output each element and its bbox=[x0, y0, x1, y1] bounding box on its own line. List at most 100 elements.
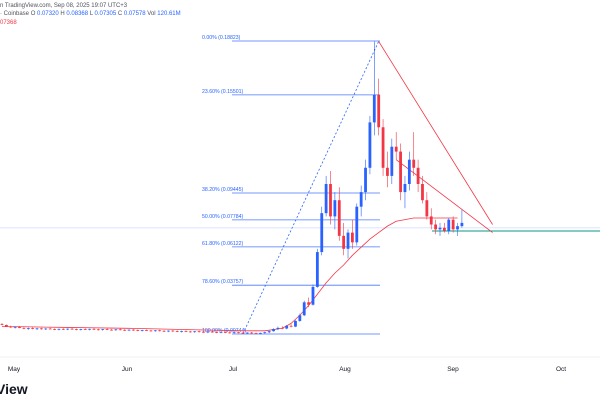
candle-body-85 bbox=[372, 94, 376, 123]
trendline-1 bbox=[395, 159, 493, 233]
candle-body-99 bbox=[434, 224, 438, 230]
candle-body-89 bbox=[390, 146, 394, 176]
ohlc-part-3: H bbox=[60, 11, 67, 17]
candle-body-98 bbox=[429, 216, 433, 225]
candle-body-57 bbox=[250, 332, 254, 334]
candle-body-41 bbox=[180, 330, 183, 332]
x-tick-label-4: Sep bbox=[447, 366, 459, 373]
candle-body-91 bbox=[399, 151, 402, 193]
candle-body-7 bbox=[31, 328, 35, 329]
candle-body-34 bbox=[149, 330, 153, 332]
candle-body-96 bbox=[421, 183, 424, 201]
candle-body-10 bbox=[44, 328, 48, 330]
candle-body-95 bbox=[416, 167, 420, 184]
candle-body-49 bbox=[215, 332, 219, 333]
candle-body-29 bbox=[127, 329, 131, 331]
candle-body-68 bbox=[298, 315, 302, 321]
candle-body-81 bbox=[355, 206, 359, 243]
candle-body-92 bbox=[403, 183, 407, 193]
candle-body-66 bbox=[289, 325, 293, 327]
candle-body-105 bbox=[460, 222, 464, 227]
chart-header-title: n TradingView.com, Sep 08, 2025 19:07 UT… bbox=[0, 3, 127, 9]
candle-body-22 bbox=[96, 329, 100, 331]
candle-body-24 bbox=[105, 329, 109, 331]
ohlc-part-6: 0.07305 bbox=[94, 11, 118, 17]
candle-body-76 bbox=[333, 200, 337, 217]
candle-body-88 bbox=[386, 167, 389, 176]
candle-body-86 bbox=[377, 94, 381, 128]
ohlc-part-9: Vol bbox=[147, 11, 158, 17]
candle-body-26 bbox=[114, 329, 118, 331]
moving-average-line bbox=[1, 217, 458, 332]
ohlc-part-2: 0.07320 bbox=[37, 11, 61, 17]
candle-body-63 bbox=[276, 327, 280, 330]
candle-body-67 bbox=[294, 320, 297, 327]
candle-body-55 bbox=[241, 332, 245, 334]
candle-body-90 bbox=[394, 146, 398, 152]
candle-body-83 bbox=[364, 167, 367, 193]
candle-body-36 bbox=[158, 330, 162, 332]
fib-label-0: 0.00% (0.18823) bbox=[202, 35, 241, 41]
x-tick-label-2: Jul bbox=[229, 366, 238, 373]
candle-body-38 bbox=[167, 330, 170, 332]
candle-body-30 bbox=[132, 329, 135, 331]
candle-body-8 bbox=[35, 328, 39, 330]
candle-body-62 bbox=[272, 329, 275, 332]
candle-body-60 bbox=[263, 332, 267, 334]
candle-body-82 bbox=[359, 192, 363, 207]
candle-body-53 bbox=[232, 332, 236, 334]
candle-body-37 bbox=[162, 330, 166, 332]
candle-body-93 bbox=[407, 159, 411, 184]
ohlc-part-0: · Coinbase bbox=[0, 11, 31, 17]
candle-body-73 bbox=[320, 213, 324, 253]
candle-body-65 bbox=[285, 325, 289, 329]
candle-body-50 bbox=[219, 331, 223, 333]
candle-body-64 bbox=[280, 327, 284, 329]
candle-body-31 bbox=[136, 330, 140, 331]
candle-body-17 bbox=[75, 329, 78, 331]
candle-body-58 bbox=[254, 333, 258, 334]
candle-body-104 bbox=[456, 226, 459, 230]
candle-body-21 bbox=[92, 328, 96, 330]
indicator-readout: 07368 bbox=[0, 20, 17, 26]
candle-body-94 bbox=[412, 159, 416, 168]
ohlc-part-1: O bbox=[30, 11, 38, 17]
candle-body-47 bbox=[206, 331, 210, 333]
candle-body-100 bbox=[438, 227, 442, 230]
candle-body-15 bbox=[66, 328, 70, 330]
candle-body-19 bbox=[83, 329, 87, 330]
ohlc-part-4: 0.08368 bbox=[66, 11, 90, 17]
candle-body-78 bbox=[342, 235, 346, 249]
candle-body-71 bbox=[311, 286, 315, 305]
candle-body-61 bbox=[267, 331, 271, 333]
candle-body-0 bbox=[0, 324, 4, 325]
candle-body-103 bbox=[451, 219, 455, 230]
candle-body-5 bbox=[22, 327, 26, 329]
candle-body-74 bbox=[324, 183, 328, 214]
candle-body-42 bbox=[184, 330, 188, 332]
candle-body-28 bbox=[123, 329, 127, 331]
candle-body-11 bbox=[48, 328, 52, 330]
candle-body-39 bbox=[171, 330, 175, 332]
candle-body-44 bbox=[193, 331, 197, 333]
ohlc-part-7: C bbox=[117, 11, 124, 17]
candle-body-14 bbox=[61, 328, 65, 330]
candle-body-12 bbox=[53, 329, 56, 330]
candle-body-25 bbox=[110, 329, 113, 331]
ohlc-part-5: L bbox=[89, 11, 95, 17]
candle-body-16 bbox=[70, 328, 74, 330]
fib-label-4: 61.80% (0.06122) bbox=[202, 241, 244, 247]
candle-body-32 bbox=[140, 330, 144, 331]
x-tick-label-0: May bbox=[8, 366, 21, 373]
fib-label-1: 23.60% (0.15501) bbox=[202, 89, 244, 95]
ohlc-part-10: 120.61M bbox=[157, 11, 181, 17]
candle-body-84 bbox=[368, 122, 372, 168]
candle-body-1 bbox=[4, 324, 8, 327]
candle-body-69 bbox=[302, 302, 306, 316]
candle-body-3 bbox=[13, 326, 17, 328]
candle-body-4 bbox=[18, 326, 21, 328]
candle-body-45 bbox=[197, 331, 201, 333]
indicator-value: 07368 bbox=[0, 20, 17, 26]
candle-body-9 bbox=[40, 328, 43, 330]
